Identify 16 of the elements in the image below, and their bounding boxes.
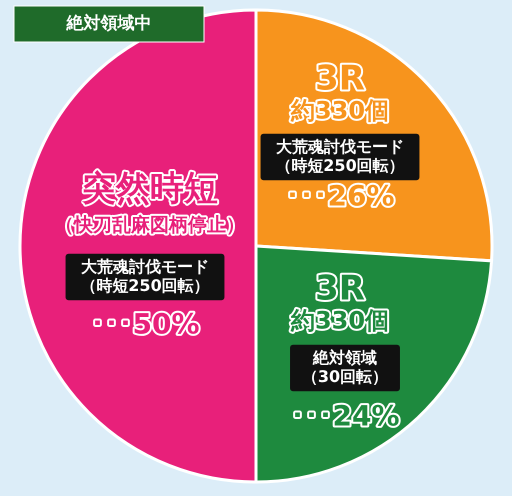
text: 大荒魂討伐モード (81, 256, 209, 276)
slice-label: 3R (315, 58, 365, 98)
text: 約330個 (290, 306, 390, 335)
slice-label: 3R (315, 268, 365, 308)
text: （快刀乱麻図柄停止） (55, 214, 245, 236)
chart-title: 絶対領域中 (66, 14, 152, 34)
slice-label: 突然時短 (81, 168, 218, 208)
data-label: ･･･50% (90, 308, 200, 341)
data-label: ･･･26% (285, 180, 395, 213)
text: （時短250回転） (80, 276, 210, 295)
text: （30回転） (302, 366, 388, 386)
text: 大荒魂討伐モード (276, 136, 404, 156)
data-label: ･･･24% (290, 400, 400, 433)
text: （時短250回転） (275, 156, 405, 175)
text: 約330個 (290, 96, 390, 125)
text: 絶対領域 (312, 348, 377, 367)
